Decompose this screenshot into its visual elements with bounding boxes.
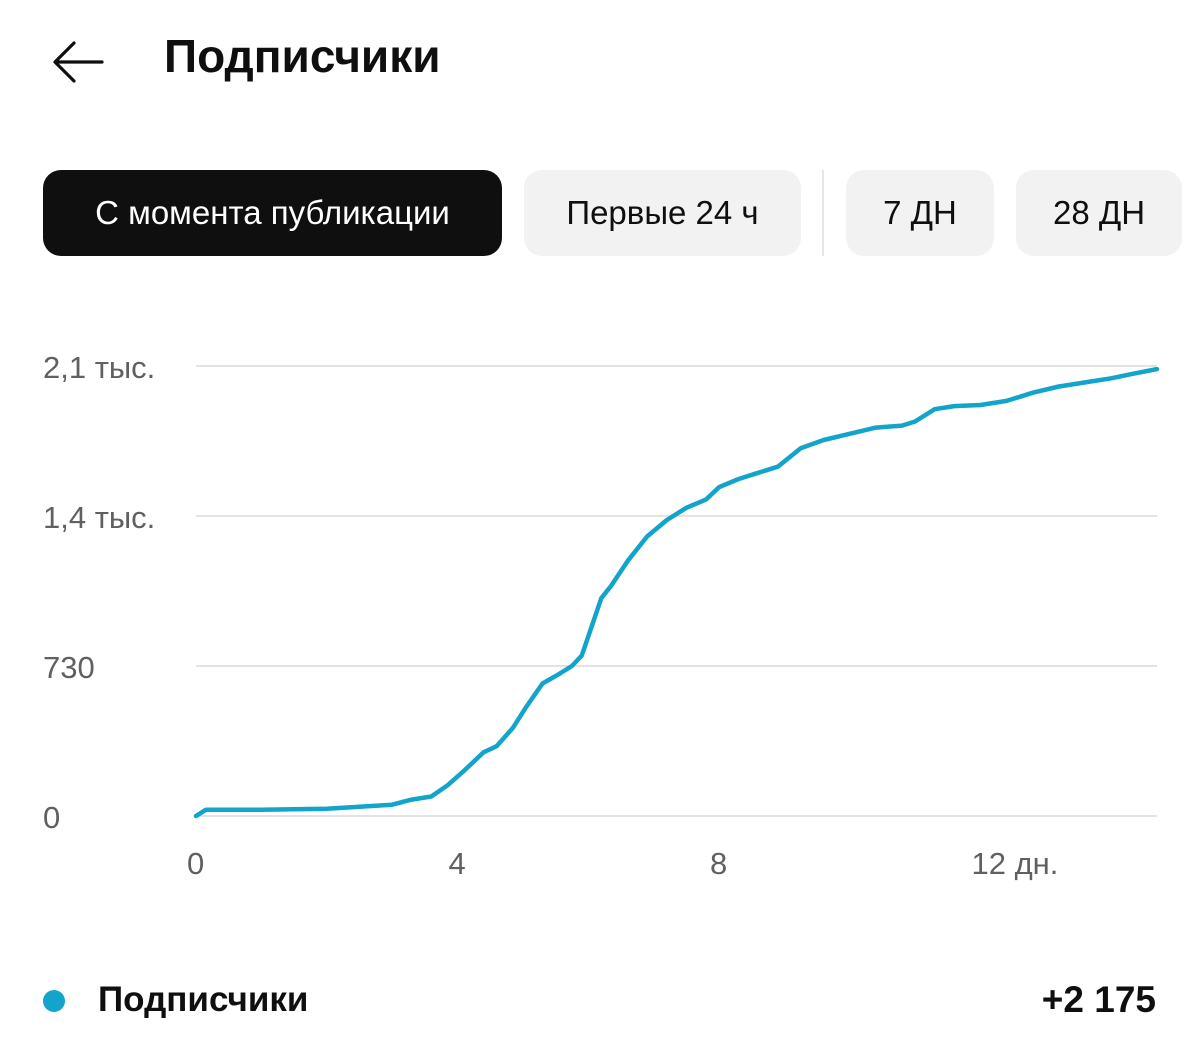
- page-title: Подписчики: [164, 30, 441, 82]
- filter-since-publication[interactable]: С момента публикации: [43, 170, 502, 256]
- legend: Подписчики +2 175: [0, 960, 1200, 1040]
- x-tick-label: 4: [448, 846, 465, 881]
- filter-28-days[interactable]: 28 ДН: [1016, 170, 1182, 256]
- back-button[interactable]: [48, 30, 112, 94]
- legend-total-value: +2 175: [1041, 979, 1156, 1020]
- y-tick-label: 2,1 тыс.: [43, 350, 155, 385]
- legend-label: Подписчики: [98, 980, 309, 1019]
- arrow-left-icon: [53, 41, 104, 83]
- x-tick-label: 0: [187, 846, 204, 881]
- y-tick-label: 0: [43, 800, 60, 835]
- filter-divider: [822, 170, 824, 256]
- x-tick-label: 8: [710, 846, 727, 881]
- header: Подписчики: [0, 0, 1200, 120]
- subscribers-chart: 0 730 1,4 тыс. 2,1 тыс. 0 4 8 12 дн.: [43, 350, 1160, 881]
- y-tick-label: 730: [43, 650, 95, 685]
- x-tick-label: 12 дн.: [971, 846, 1058, 881]
- series-line: [193, 366, 1160, 819]
- y-tick-label: 1,4 тыс.: [43, 500, 155, 535]
- legend-series-dot: [43, 990, 65, 1012]
- filter-first-24h[interactable]: Первые 24 ч: [524, 170, 801, 256]
- filter-7-days[interactable]: 7 ДН: [846, 170, 994, 256]
